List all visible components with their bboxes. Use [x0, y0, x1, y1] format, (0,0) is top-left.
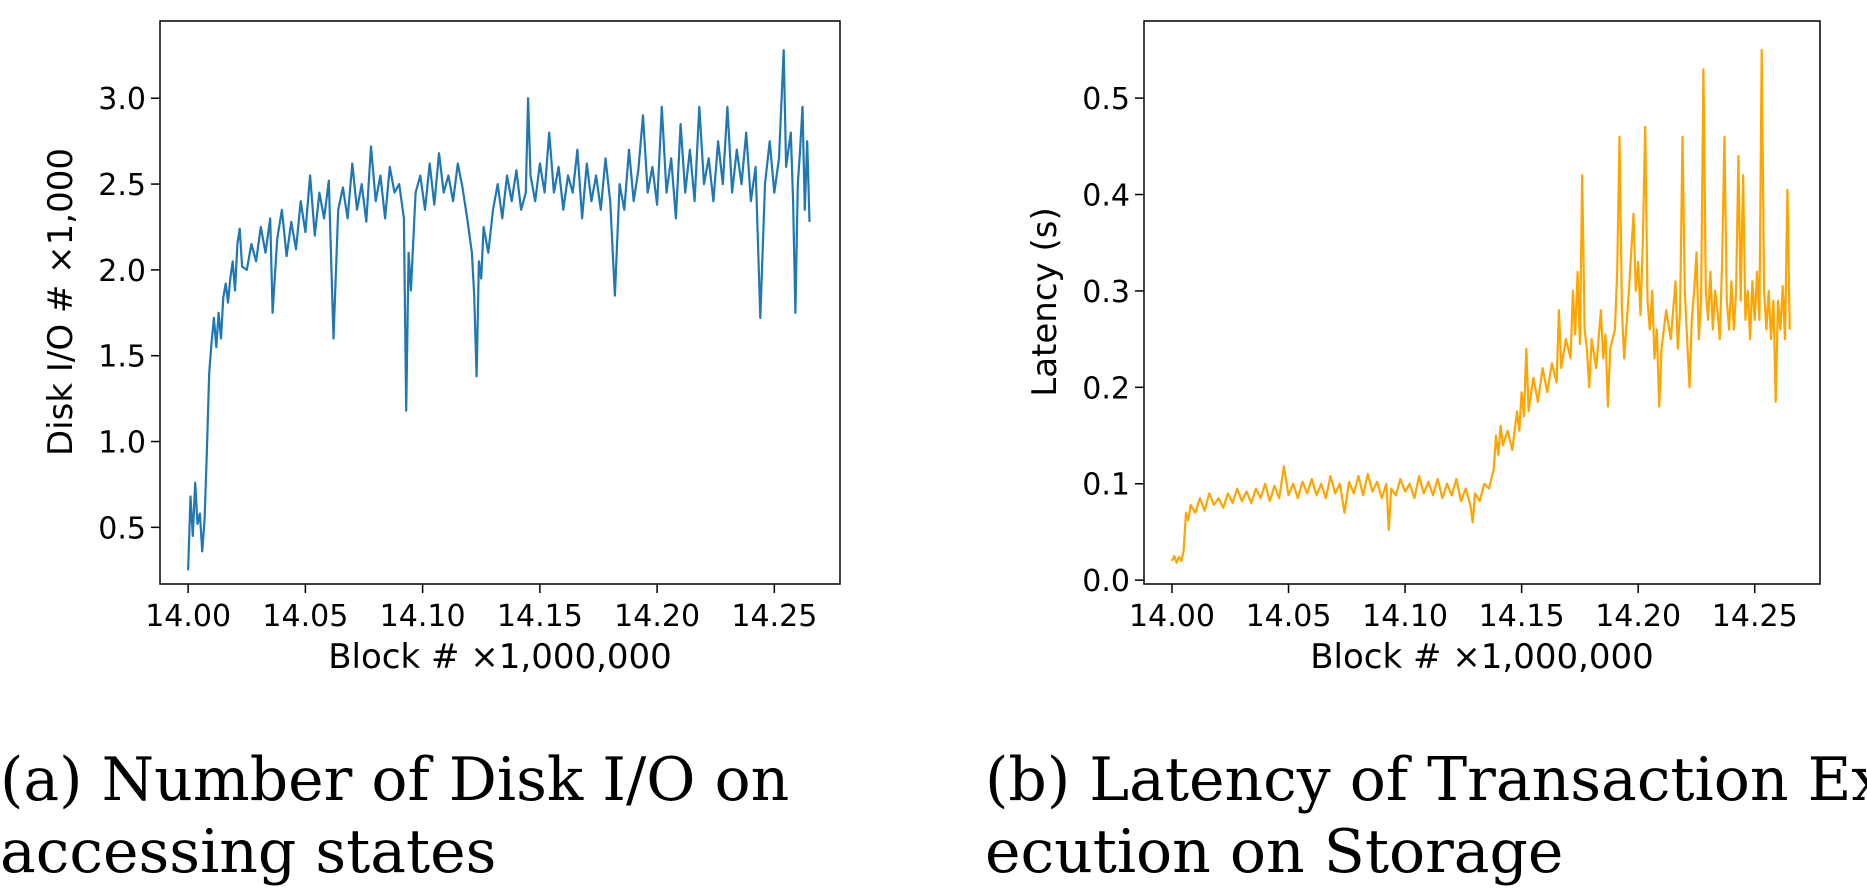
caption-a-line2: accessing states: [0, 817, 496, 887]
y-tick-label: 2.5: [98, 168, 146, 203]
x-tick-label: 14.00: [145, 599, 231, 634]
y-tick-label: 3.0: [98, 82, 146, 117]
caption-b-line1: (b) Latency of Transaction Ex-: [985, 745, 1867, 815]
caption-a-line1: (a) Number of Disk I/O on: [0, 745, 789, 815]
caption-a: (a) Number of Disk I/O on accessing stat…: [0, 745, 789, 887]
plot-frame-b: [1143, 20, 1821, 585]
y-tick-label: 0.5: [1082, 82, 1130, 117]
y-axis-ticks-a: 0.5 1.0 1.5 2.0 2.5 3.0: [98, 82, 160, 546]
x-tick-label: 14.15: [497, 599, 583, 634]
chart-latency: 14.00 14.05 14.10 14.15 14.20 14.25 0.0 0.1 0.2…: [1025, 20, 1821, 677]
x-tick-label: 14.25: [1712, 599, 1798, 634]
x-tick-label: 14.05: [1246, 599, 1332, 634]
x-axis-label-a: Block # ×1,000,000: [328, 637, 672, 677]
series-a: [187, 49, 811, 571]
x-tick-label: 14.25: [731, 599, 817, 634]
y-axis-label-b: Latency (s): [1025, 207, 1065, 396]
series-line: [187, 49, 811, 571]
caption-b: (b) Latency of Transaction Ex- ecution o…: [985, 745, 1867, 887]
y-axis-ticks-b: 0.0 0.1 0.2 0.3 0.4 0.5: [1082, 82, 1144, 599]
x-tick-label: 14.15: [1479, 599, 1565, 634]
y-tick-label: 1.0: [98, 426, 146, 461]
plot-frame-a: [159, 20, 841, 585]
x-tick-label: 14.20: [1595, 599, 1681, 634]
y-tick-label: 0.5: [98, 511, 146, 546]
y-tick-label: 0.3: [1082, 275, 1130, 310]
x-tick-label: 14.05: [262, 599, 348, 634]
x-axis-ticks-a: 14.00 14.05 14.10 14.15 14.20 14.25: [145, 584, 817, 634]
x-tick-label: 14.00: [1129, 599, 1215, 634]
y-tick-label: 0.0: [1082, 564, 1130, 599]
y-tick-label: 0.4: [1082, 179, 1130, 214]
y-axis-label-a: Disk I/O # ×1,000: [41, 148, 81, 456]
series-line: [1171, 48, 1791, 564]
caption-b-line2: ecution on Storage: [985, 817, 1563, 887]
x-tick-label: 14.10: [1362, 599, 1448, 634]
y-tick-label: 0.1: [1082, 468, 1130, 503]
x-axis-ticks-b: 14.00 14.05 14.10 14.15 14.20 14.25: [1129, 584, 1798, 634]
series-b: [1171, 48, 1791, 564]
x-axis-label-b: Block # ×1,000,000: [1310, 637, 1654, 677]
y-tick-label: 2.0: [98, 254, 146, 289]
y-tick-label: 1.5: [98, 340, 146, 375]
x-tick-label: 14.10: [380, 599, 466, 634]
chart-disk-io: 14.00 14.05 14.10 14.15 14.20 14.25 0.5 1.0 1.5…: [41, 20, 841, 677]
x-tick-label: 14.20: [614, 599, 700, 634]
y-tick-label: 0.2: [1082, 371, 1130, 406]
